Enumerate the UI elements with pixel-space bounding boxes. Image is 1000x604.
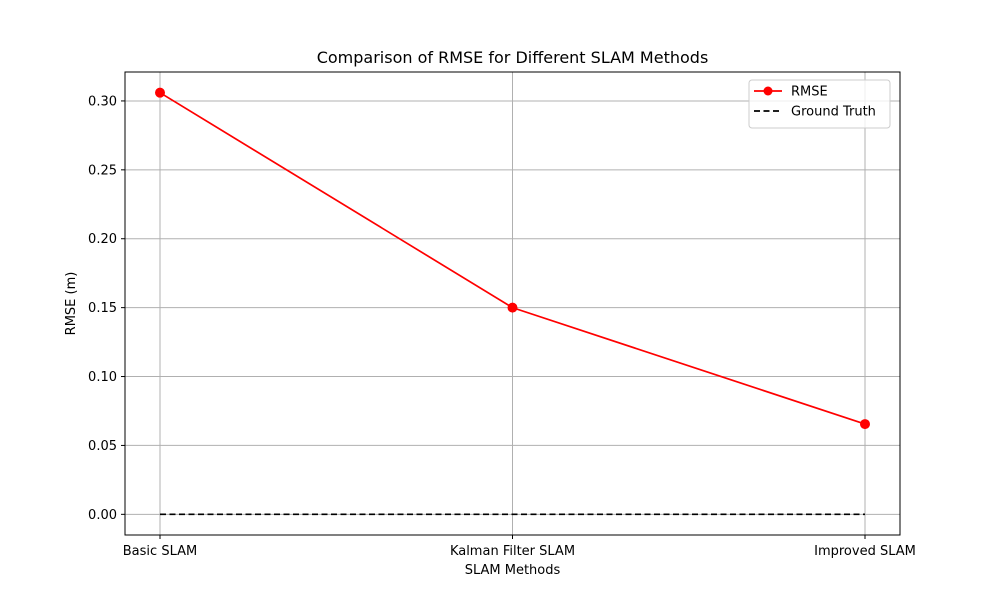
data-point-rmse	[155, 87, 165, 98]
series-layer	[155, 87, 870, 516]
grid-lines	[125, 72, 900, 535]
legend-label-rmse: RMSE	[791, 85, 828, 100]
chart-title: Comparison of RMSE for Different SLAM Me…	[317, 48, 709, 67]
legend-label-ground-truth: Ground Truth	[791, 105, 876, 120]
y-tick-label: 0.15	[88, 301, 117, 316]
y-tick-label: 0.20	[88, 232, 117, 247]
data-point-rmse	[860, 419, 870, 430]
x-tick-label: Basic SLAM	[123, 544, 197, 559]
x-tick-label: Kalman Filter SLAM	[450, 544, 575, 559]
chart-legend: RMSE Ground Truth	[748, 79, 891, 129]
data-point-rmse	[507, 302, 518, 313]
y-tick-label: 0.25	[88, 163, 117, 178]
y-tick-label: 0.00	[88, 508, 117, 523]
axis-ticks: 0.00 0.05 0.10 0.15 0.20 0.25 0.30 Basic SLAM Ka…	[88, 94, 916, 559]
legend-marker-rmse	[763, 86, 773, 96]
x-axis-label: SLAM Methods	[465, 563, 561, 578]
y-axis-label: RMSE (m)	[64, 272, 79, 336]
x-tick-label: Improved SLAM	[814, 544, 916, 559]
y-tick-label: 0.30	[88, 94, 117, 109]
y-tick-label: 0.10	[88, 370, 117, 385]
y-tick-label: 0.05	[88, 439, 117, 454]
legend-box	[748, 79, 891, 129]
